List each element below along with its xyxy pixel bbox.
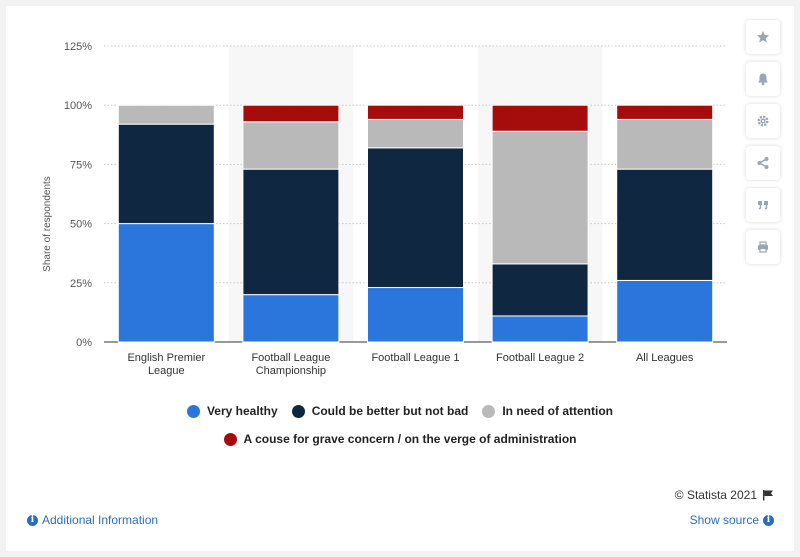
- bar-segment: [616, 104, 714, 120]
- x-tick-label: Football League 1: [371, 352, 459, 364]
- flag-icon: [763, 490, 773, 501]
- bar-segment: [242, 121, 340, 170]
- credit-text: © Statista 2021: [674, 488, 757, 502]
- bar-segment: [242, 294, 340, 343]
- legend-label: In need of attention: [502, 404, 614, 418]
- additional-information-label: Additional Information: [42, 513, 159, 527]
- legend-marker: [482, 404, 496, 418]
- show-source-link[interactable]: Show source i: [690, 513, 774, 527]
- bar-segment: [117, 104, 215, 125]
- y-tick-label: 125%: [64, 41, 92, 53]
- bar-segment: [367, 104, 464, 120]
- legend-label: Could be better but not bad: [311, 404, 469, 418]
- bar-segment: [491, 130, 589, 265]
- print-icon[interactable]: [746, 230, 780, 264]
- bar-segment: [117, 123, 215, 225]
- info-icon: i: [763, 514, 774, 526]
- legend-item-in-need-of-attention[interactable]: In need of attention: [482, 404, 613, 418]
- y-tick-label: 0%: [76, 337, 92, 349]
- side-toolbar: [746, 20, 780, 272]
- bar-segment: [242, 104, 340, 123]
- bar-segment: [491, 315, 589, 343]
- bar-segment: [491, 104, 589, 132]
- bar-segment: [616, 118, 714, 170]
- bell-icon[interactable]: [746, 62, 780, 96]
- y-tick-label: 100%: [64, 100, 92, 112]
- bar-segment: [367, 118, 464, 149]
- quote-icon[interactable]: [746, 188, 780, 222]
- legend-marker: [291, 404, 305, 418]
- legend-item-very-healthy[interactable]: Very healthy: [186, 404, 278, 418]
- legend-label: A couse for grave concern / on the verge…: [243, 432, 577, 446]
- y-tick-label: 50%: [70, 219, 92, 231]
- y-tick-label: 75%: [70, 159, 92, 171]
- legend-label: Very healthy: [206, 404, 278, 418]
- bar-segment: [367, 147, 464, 289]
- x-tick-label: Football League Championship: [251, 352, 330, 377]
- star-icon[interactable]: [746, 20, 780, 54]
- info-icon: i: [27, 514, 38, 526]
- stacked-bar-chart: 0% 25% 50% 75% 100% 125% English Premier Leagu…: [42, 41, 727, 377]
- bar-segment: [491, 263, 589, 317]
- x-tick-label: English Premier League: [127, 352, 205, 377]
- x-tick-label: Football League 2: [496, 352, 584, 364]
- legend-row-1: Very healthy Could be better but not bad…: [0, 401, 800, 421]
- show-source-label: Show source: [689, 513, 759, 527]
- bar-segment: [616, 279, 714, 343]
- bar-segment: [367, 287, 464, 343]
- legend: Very healthy Could be better but not bad…: [0, 401, 800, 457]
- bar-segment: [117, 223, 215, 343]
- additional-information-link[interactable]: i Additional Information: [27, 513, 158, 527]
- y-tick-label: 25%: [70, 278, 92, 290]
- statista-credit[interactable]: © Statista 2021: [675, 488, 774, 502]
- x-tick-label: All Leagues: [636, 352, 694, 364]
- legend-marker: [186, 404, 200, 418]
- legend-marker: [223, 432, 237, 446]
- legend-row-2: A couse for grave concern / on the verge…: [0, 429, 800, 449]
- y-axis-label: Share of respondents: [42, 176, 53, 272]
- gear-icon[interactable]: [746, 104, 780, 138]
- legend-item-could-be-better[interactable]: Could be better but not bad: [291, 404, 469, 418]
- share-icon[interactable]: [746, 146, 780, 180]
- bar-segment: [616, 168, 714, 281]
- bar-segment: [242, 168, 340, 296]
- legend-item-grave-concern[interactable]: A couse for grave concern / on the verge…: [223, 432, 577, 446]
